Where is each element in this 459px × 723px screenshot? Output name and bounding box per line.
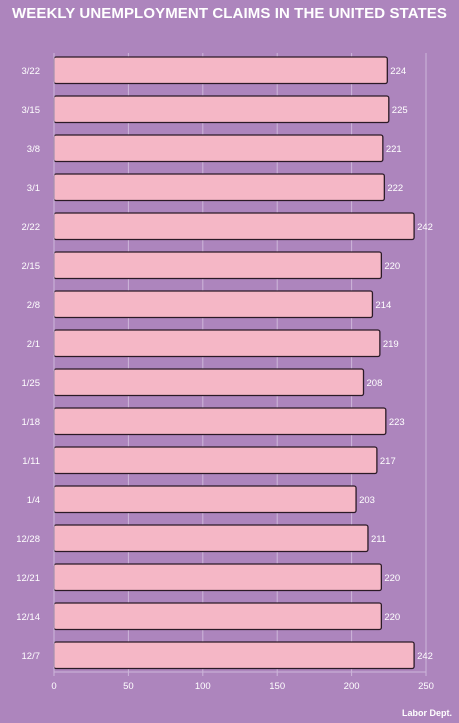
- category-label: 1/18: [22, 417, 41, 428]
- bar: [53, 446, 378, 475]
- x-tick-label: 200: [344, 681, 360, 692]
- value-label: 225: [392, 105, 408, 116]
- category-label: 12/28: [16, 534, 40, 545]
- x-tick-label: 50: [123, 681, 134, 692]
- bar: [53, 56, 388, 85]
- category-label: 1/11: [22, 456, 40, 467]
- category-label: 12/14: [16, 612, 40, 623]
- value-label: 242: [417, 222, 433, 233]
- category-label: 2/22: [22, 222, 41, 233]
- bar: [53, 329, 381, 358]
- source-credit: Labor Dept.: [401, 708, 452, 718]
- x-tick-label: 0: [51, 681, 56, 692]
- value-label: 214: [375, 300, 391, 311]
- value-label: 203: [359, 495, 375, 506]
- category-label: 3/8: [27, 144, 40, 155]
- bar: [53, 95, 390, 124]
- value-label: 224: [390, 66, 406, 77]
- category-label: 3/15: [22, 105, 41, 116]
- x-tick-label: 150: [269, 681, 285, 692]
- category-label: 2/1: [27, 339, 40, 350]
- value-label: 208: [367, 378, 383, 389]
- category-label: 12/7: [22, 651, 41, 662]
- bar: [53, 290, 374, 319]
- bar: [53, 134, 384, 163]
- category-label: 3/22: [22, 66, 41, 77]
- category-label: 3/1: [27, 183, 40, 194]
- category-label: 12/21: [16, 573, 40, 584]
- bar: [53, 407, 387, 436]
- x-tick-label: 100: [195, 681, 211, 692]
- bar: [53, 251, 383, 280]
- value-label: 223: [389, 417, 405, 428]
- value-label: 217: [380, 456, 396, 467]
- value-label: 220: [384, 573, 400, 584]
- bar: [53, 485, 357, 514]
- bar: [53, 602, 383, 631]
- category-label: 2/15: [22, 261, 41, 272]
- bar: [53, 641, 415, 670]
- chart-title: WEEKLY UNEMPLOYMENT CLAIMS IN THE UNITED…: [12, 5, 447, 22]
- category-label: 1/4: [27, 495, 40, 506]
- value-label: 242: [417, 651, 433, 662]
- bar: [53, 524, 369, 553]
- value-label: 220: [384, 261, 400, 272]
- value-label: 220: [384, 612, 400, 623]
- bar: [53, 368, 365, 397]
- value-label: 219: [383, 339, 399, 350]
- bar: [53, 212, 415, 241]
- category-label: 1/25: [22, 378, 41, 389]
- value-label: 222: [387, 183, 403, 194]
- bar: [53, 563, 383, 592]
- x-tick-label: 250: [418, 681, 434, 692]
- bar: [53, 173, 385, 202]
- value-label: 221: [386, 144, 402, 155]
- category-label: 2/8: [27, 300, 40, 311]
- value-label: 211: [371, 534, 386, 545]
